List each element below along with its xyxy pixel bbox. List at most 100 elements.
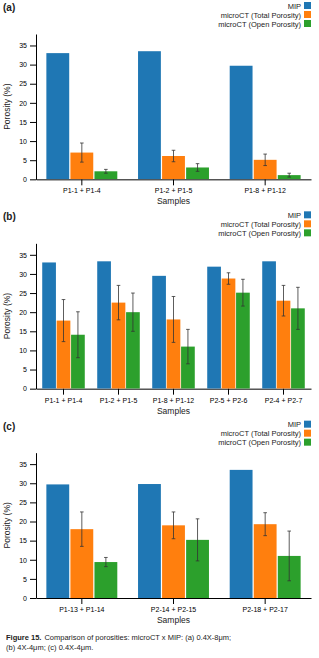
panel: 05101520253035P1-1 + P1-4P1-2 + P1-5P1-8… (2, 2, 312, 207)
x-tick-label: P1-2 + P1-5 (155, 187, 193, 194)
y-tick-mark (30, 122, 36, 123)
y-tick-mark (30, 541, 36, 542)
x-tick-mark (63, 389, 64, 395)
y-tick-mark (30, 370, 36, 371)
y-tick-mark (30, 65, 36, 66)
y-tick-label: 20 (19, 309, 27, 316)
bar (207, 267, 221, 389)
error-bar (172, 150, 176, 161)
y-tick: 20 (19, 309, 36, 316)
legend-label: microCT (Total Porosity) (221, 220, 302, 229)
x-tick-label: P2-14 + P2-15 (151, 606, 196, 613)
error-bar (80, 143, 84, 162)
y-tick-mark (30, 579, 36, 580)
legend-label: microCT (Total Porosity) (221, 11, 302, 20)
y-tick-label: 25 (19, 290, 27, 297)
legend-label: microCT (Open Porosity) (218, 20, 301, 29)
x-tick: P2-18 + P2-17 (242, 598, 287, 613)
x-tick-label: P2-5 + P2-6 (210, 397, 248, 404)
x-tick-label: P1-1 + P1-4 (45, 397, 83, 404)
legend-label: MIP (288, 2, 301, 11)
error-bar (172, 296, 176, 342)
y-tick-label: 35 (19, 252, 27, 259)
x-tick-mark (81, 598, 82, 604)
y-tick-label: 10 (19, 347, 27, 354)
y-tick-mark (30, 141, 36, 142)
bar (97, 261, 111, 388)
y-tick: 0 (23, 385, 36, 392)
y-tick: 35 (19, 252, 36, 259)
error-bar (287, 173, 291, 177)
y-axis: 05101520253035 (19, 453, 36, 602)
y-tick-label: 30 (19, 480, 27, 487)
y-axis: 05101520253035 (19, 244, 36, 393)
x-axis-title: Samples (157, 615, 190, 625)
y-tick-label: 30 (19, 61, 27, 68)
error-bar (104, 557, 108, 566)
series (70, 143, 276, 179)
y-tick: 15 (19, 119, 36, 126)
error-bar (62, 300, 66, 342)
x-tick-label: P2-18 + P2-17 (242, 606, 287, 613)
error-bar (263, 513, 267, 536)
y-tick-mark (30, 312, 36, 313)
legend-label: MIP (288, 420, 301, 429)
caption-line: Figure 15.Comparison of porosities: micr… (6, 633, 231, 642)
series (42, 261, 276, 388)
error-bar (227, 273, 231, 284)
x-tick: P1-13 + P1-14 (59, 598, 104, 613)
error-bar (117, 285, 121, 319)
y-tick-label: 15 (19, 328, 27, 335)
y-tick-label: 15 (19, 537, 27, 544)
y-tick-label: 15 (19, 119, 27, 126)
y-tick: 30 (19, 480, 36, 487)
legend-item: MIP (288, 2, 311, 11)
x-tick-label: P2-4 + P2-7 (265, 397, 303, 404)
y-tick-label: 20 (19, 518, 27, 525)
bar (138, 51, 161, 179)
error-bar (296, 287, 300, 329)
y-tick-mark (30, 560, 36, 561)
legend-swatch (304, 439, 311, 446)
y-tick-mark (30, 45, 36, 46)
y-tick-label: 0 (23, 176, 27, 183)
error-bar (263, 154, 267, 165)
legend-item: microCT (Total Porosity) (221, 429, 311, 438)
y-tick-mark (30, 483, 36, 484)
x-tick-label: P1-2 + P1-5 (100, 397, 138, 404)
y-tick-label: 0 (23, 385, 27, 392)
error-bar (186, 329, 190, 363)
caption-text: Comparison of porosities: microCT x MIP:… (44, 633, 231, 642)
y-axis-line (36, 244, 37, 389)
y-tick-label: 25 (19, 80, 27, 87)
series (70, 512, 276, 598)
y-tick-label: 20 (19, 100, 27, 107)
marks (42, 261, 305, 388)
bar (230, 66, 253, 180)
x-tick-mark (173, 389, 174, 395)
x-tick: P1-1 + P1-4 (45, 389, 83, 404)
series (94, 164, 300, 180)
bar (152, 276, 166, 389)
y-tick: 35 (19, 461, 36, 468)
error-bar (80, 512, 84, 546)
error-bar (287, 531, 291, 581)
y-tick-mark (30, 255, 36, 256)
legend: MIPmicroCT (Total Porosity)microCT (Open… (218, 211, 311, 238)
bar (236, 293, 250, 389)
x-tick: P2-14 + P2-15 (151, 598, 196, 613)
y-tick: 5 (23, 576, 36, 583)
error-bar (172, 512, 176, 539)
y-tick: 30 (19, 271, 36, 278)
y-tick: 35 (19, 42, 36, 49)
error-bar (104, 169, 108, 173)
y-tick-mark (30, 160, 36, 161)
legend-label: MIP (288, 211, 301, 220)
y-tick: 25 (19, 499, 36, 506)
y-tick-label: 35 (19, 42, 27, 49)
x-axis: P1-13 + P1-14 P2-14 + P2-15 P2-18 + P2-17 (37, 598, 312, 613)
caption-bold: Figure 15. (6, 633, 41, 642)
y-tick-mark (30, 274, 36, 275)
y-tick-label: 10 (19, 138, 27, 145)
bar (46, 484, 69, 598)
